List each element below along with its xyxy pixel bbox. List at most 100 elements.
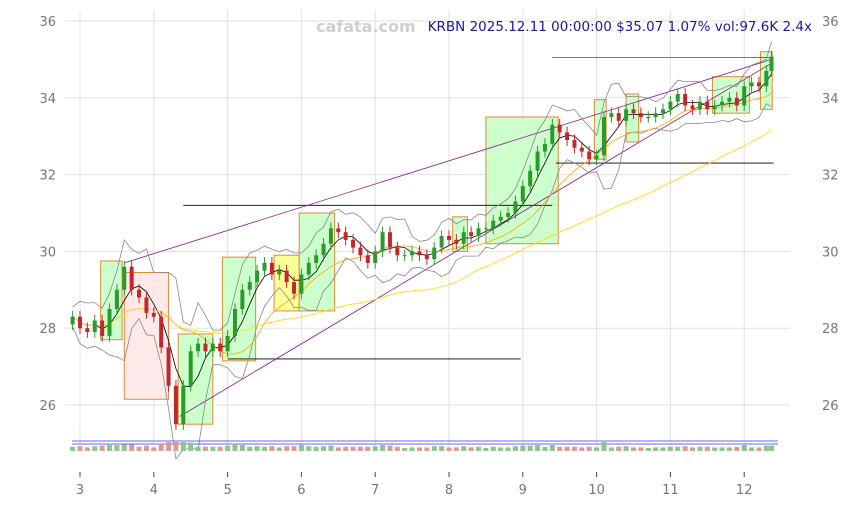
volume-bar: [77, 446, 83, 451]
candle-body: [351, 239, 356, 248]
volume-bar: [107, 443, 113, 451]
candle-body: [712, 105, 717, 110]
volume-bar: [262, 446, 267, 451]
candle-body: [247, 282, 252, 290]
volume-bar: [468, 447, 474, 451]
volume-bar: [749, 447, 755, 451]
volume-bar: [520, 445, 526, 451]
x-tick-label: 5: [223, 483, 231, 498]
signal-box: [485, 116, 559, 245]
candle-body: [542, 143, 547, 152]
candle-body: [565, 132, 570, 141]
candle-body: [587, 151, 592, 160]
candle-body: [756, 82, 761, 87]
candle-body: [616, 113, 621, 121]
volume-bar: [306, 446, 312, 451]
candle-body: [129, 266, 134, 290]
volume-bar: [769, 445, 775, 451]
volume-bar: [763, 445, 769, 451]
candle-body: [461, 232, 466, 244]
volume-bar: [387, 445, 393, 451]
trend-line: [179, 62, 772, 417]
ma-short: [72, 73, 772, 388]
candle-body: [579, 147, 584, 152]
volume-bar: [343, 446, 349, 451]
volume-bar: [571, 446, 577, 451]
volume-bar: [527, 445, 533, 451]
bollinger-upper: [72, 41, 772, 331]
candle-body: [609, 113, 614, 117]
watermark: cafata.com: [316, 17, 416, 36]
volume-bar: [690, 447, 696, 451]
indicator-lines: [72, 41, 774, 460]
ma-long: [72, 129, 772, 334]
volume-bar: [232, 443, 238, 451]
volume-bar: [372, 446, 378, 451]
volume-bar: [579, 447, 585, 451]
volume-bar: [247, 446, 253, 451]
candle-body: [653, 113, 658, 117]
candle-body: [92, 320, 97, 333]
candle-body: [159, 316, 164, 348]
x-tick-label: 8: [445, 483, 453, 498]
candle-body: [277, 270, 282, 275]
candle-body: [262, 262, 267, 271]
y-tick-label-left: 26: [39, 399, 56, 414]
volume-bar: [667, 446, 673, 451]
candle-body: [631, 109, 636, 114]
candle-body: [284, 270, 289, 283]
volume-bar: [357, 446, 363, 451]
ma-mid: [72, 92, 772, 355]
candle-body: [690, 105, 695, 110]
candle-body: [506, 213, 511, 217]
y-tick-label-left: 34: [39, 92, 56, 107]
y-tick-label-right: 30: [822, 245, 839, 260]
candle-body: [720, 101, 725, 106]
candle-body: [358, 247, 363, 256]
volume-bar: [498, 447, 504, 451]
volume-bar: [380, 445, 386, 451]
x-tick-label: 11: [662, 483, 679, 498]
y-tick-label-right: 28: [822, 322, 839, 337]
candle-body: [232, 309, 237, 336]
volume-bar: [143, 445, 149, 451]
candle-body: [336, 228, 341, 233]
candle-body: [269, 262, 274, 275]
x-tick-label: 4: [150, 483, 158, 498]
candle-body: [535, 151, 540, 171]
volume-bar: [461, 446, 467, 451]
candle-body: [454, 239, 459, 244]
candle-body: [749, 82, 754, 87]
volume-bar: [512, 446, 518, 451]
candle-body: [498, 216, 503, 221]
volume-bar: [92, 446, 98, 451]
candle-body: [469, 232, 474, 237]
candle-body: [78, 316, 82, 329]
candle-body: [107, 309, 112, 336]
volume-bar: [195, 446, 201, 451]
volume-bar: [697, 446, 703, 451]
volume-bar: [188, 442, 194, 451]
x-tick-label: 6: [297, 483, 305, 498]
candle-body: [85, 328, 90, 333]
candle-body: [210, 343, 215, 352]
volume-bar: [535, 445, 541, 451]
x-tick-label: 10: [588, 483, 605, 498]
candle-body: [151, 312, 156, 317]
volume-bar: [239, 445, 245, 451]
candle-body: [417, 251, 422, 256]
volume-bar: [254, 446, 260, 451]
volume-bar: [424, 447, 430, 451]
volume-bar: [298, 445, 304, 451]
volume-bar: [734, 446, 740, 451]
volume-bar: [712, 447, 718, 451]
volume-bar: [549, 445, 555, 451]
volume-bar: [623, 446, 629, 451]
volume-bar: [476, 446, 482, 451]
candle-body: [550, 124, 555, 144]
candle-body: [520, 186, 525, 202]
volume-bar: [542, 446, 548, 451]
candle-body: [188, 351, 193, 386]
